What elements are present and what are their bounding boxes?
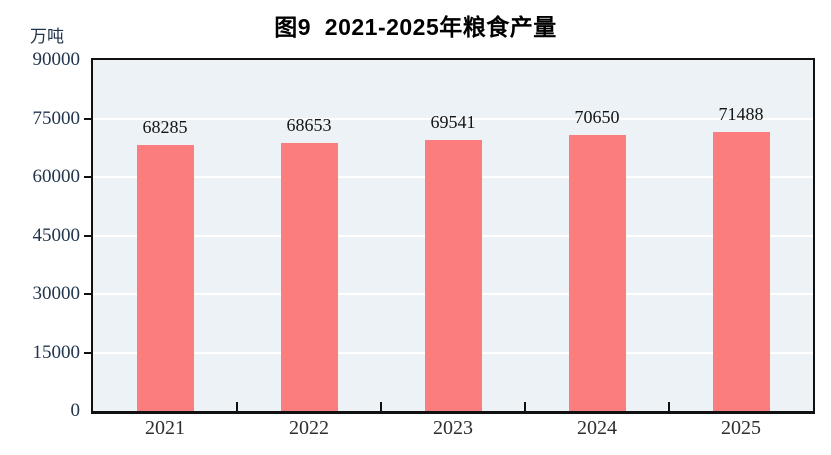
y-tick-label-90000: 90000 (32, 49, 81, 70)
plot-area: 68285 68653 69541 70650 71488 (91, 58, 815, 414)
bar-value-label-2023: 69541 (430, 111, 476, 132)
bar-2024 (568, 135, 626, 411)
x-axis-label-2025: 2025 (721, 417, 761, 439)
y-tick-label-15000: 15000 (32, 341, 81, 363)
gridline-75000 (93, 117, 813, 120)
y-axis-tick (84, 176, 93, 178)
bar-2025 (712, 132, 770, 411)
y-tick-label-60000: 60000 (32, 166, 81, 187)
x-axis-tick (668, 402, 670, 411)
x-axis-label-2021: 2021 (145, 417, 185, 439)
bar-2022 (280, 143, 338, 411)
y-axis-tick (84, 117, 93, 120)
y-tick-label-75000: 75000 (32, 107, 81, 129)
y-axis-unit-label: 万吨 (30, 27, 64, 46)
x-axis-label-2022: 2022 (289, 417, 329, 439)
y-axis-tick (84, 351, 93, 354)
y-tick-label-0: 0 (70, 400, 81, 421)
x-axis-label-2023: 2023 (433, 417, 473, 439)
x-axis-label-2024: 2024 (577, 417, 617, 439)
bar-2023 (424, 139, 482, 411)
bar-2021 (136, 144, 194, 411)
bar-value-label-2025: 71488 (718, 104, 764, 125)
y-tick-label-45000: 45000 (32, 224, 81, 246)
y-axis-tick (84, 293, 93, 295)
bar-value-label-2021: 68285 (142, 116, 188, 137)
bar-value-label-2024: 70650 (574, 107, 620, 128)
chart-title: 图9 2021-2025年粮食产量 (274, 14, 557, 40)
x-axis-tick (524, 402, 526, 411)
x-axis-tick (380, 402, 382, 411)
x-axis-tick (236, 402, 238, 411)
y-axis-tick (84, 234, 93, 237)
bar-value-label-2022: 68653 (286, 115, 332, 136)
y-tick-label-30000: 30000 (32, 283, 81, 304)
